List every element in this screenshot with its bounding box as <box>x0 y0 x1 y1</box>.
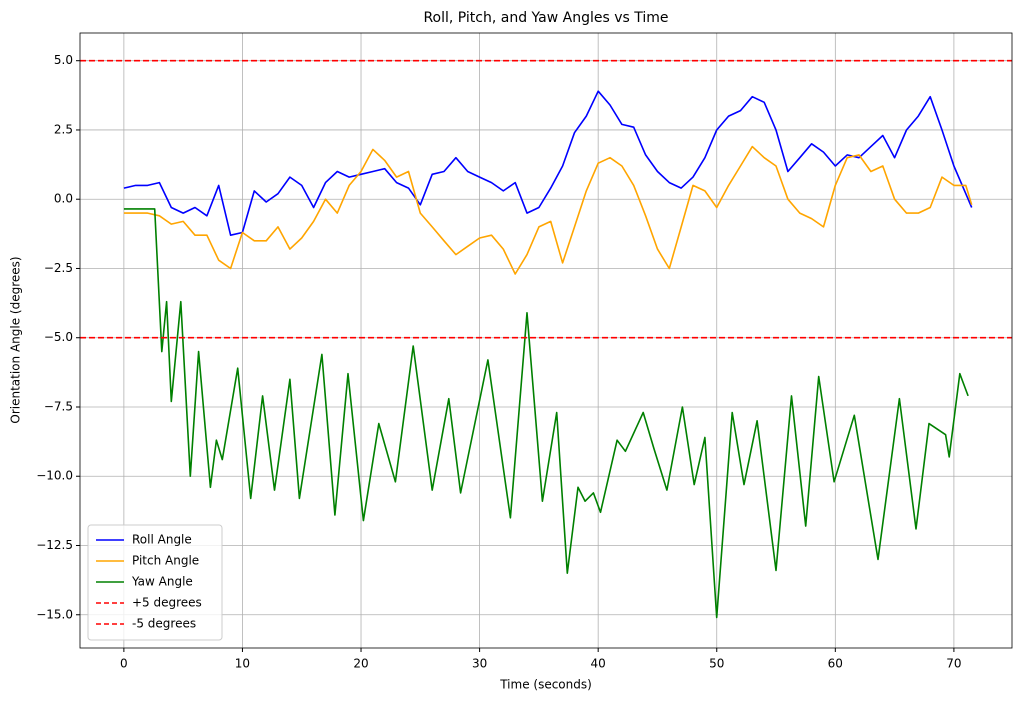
plot-frame <box>79 32 1013 649</box>
legend-label: Roll Angle <box>132 533 192 547</box>
series-line <box>123 90 973 236</box>
x-tick-label: 30 <box>472 657 487 671</box>
x-tick-label: 60 <box>828 657 843 671</box>
y-axis-label: Orientation Angle (degrees) <box>9 256 23 423</box>
y-tick-label: −7.5 <box>44 399 73 413</box>
series-line <box>123 208 969 619</box>
legend-label: Pitch Angle <box>132 554 199 568</box>
y-tick-label: −10.0 <box>36 469 73 483</box>
y-tick-label: −2.5 <box>44 261 73 275</box>
x-tick-label: 40 <box>591 657 606 671</box>
y-tick-label: −5.0 <box>44 330 73 344</box>
series-line <box>123 145 973 275</box>
y-tick-label: −12.5 <box>36 538 73 552</box>
x-tick-label: 70 <box>946 657 961 671</box>
y-tick-label: 0.0 <box>54 192 73 206</box>
legend-box <box>87 524 223 641</box>
y-tick-label: −15.0 <box>36 607 73 621</box>
y-tick-label: 2.5 <box>54 122 73 136</box>
legend-label: -5 degrees <box>132 617 196 631</box>
x-tick-label: 0 <box>120 657 128 671</box>
x-tick-label: 50 <box>709 657 724 671</box>
y-tick-label: 5.0 <box>54 53 73 67</box>
x-axis-label: Time (seconds) <box>499 678 592 692</box>
legend-label: Yaw Angle <box>131 575 193 589</box>
x-tick-label: 10 <box>235 657 250 671</box>
x-tick-label: 20 <box>353 657 368 671</box>
legend-label: +5 degrees <box>132 596 202 610</box>
chart-title: Roll, Pitch, and Yaw Angles vs Time <box>423 10 668 26</box>
